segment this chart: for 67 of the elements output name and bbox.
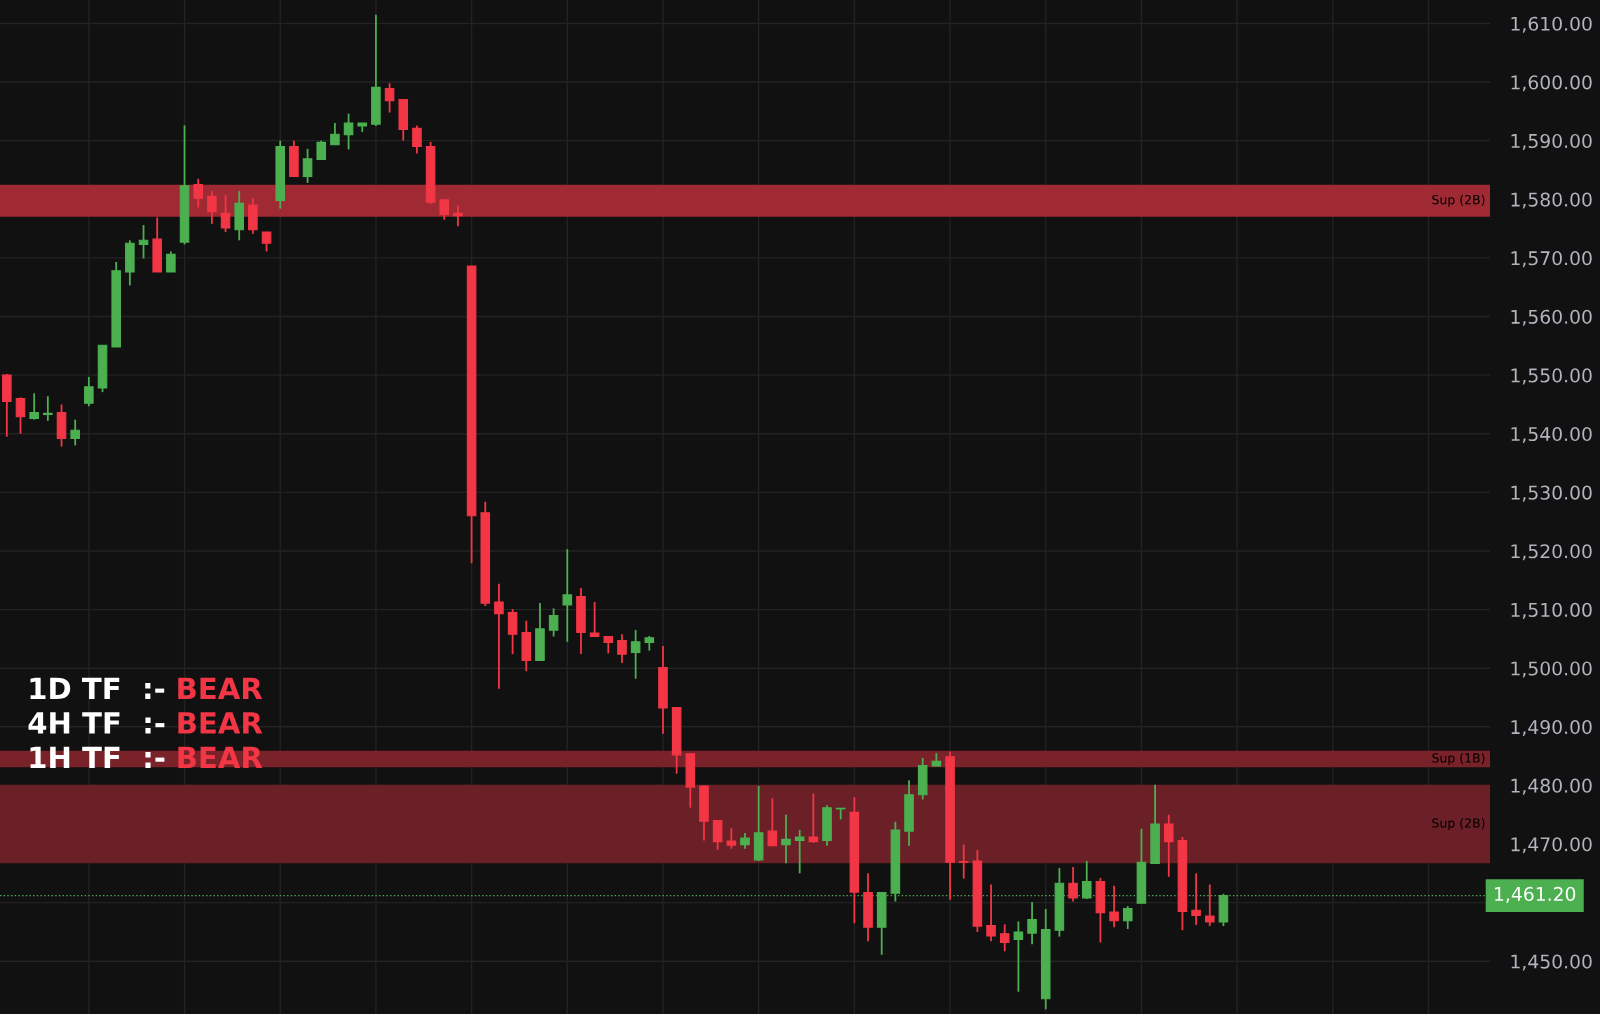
candlestick <box>986 883 996 943</box>
annotation: 1D TF :- BEAR <box>30 677 263 700</box>
candlestick <box>999 923 1010 953</box>
y-tick-label: 1,610.00 <box>1511 16 1592 33</box>
candlestick <box>507 608 518 656</box>
candlestick <box>193 177 204 209</box>
candlestick <box>835 807 846 821</box>
candlestick <box>794 829 805 875</box>
candlestick <box>384 82 395 114</box>
band-label: Sup (2B) <box>1432 818 1485 831</box>
candlestick <box>316 139 327 161</box>
y-tick-label: 1,590.00 <box>1511 133 1592 150</box>
candlestick <box>70 418 80 447</box>
candlestick <box>1109 884 1119 929</box>
candlestick <box>84 375 94 408</box>
candlestick <box>166 250 176 273</box>
candlestick <box>330 122 340 146</box>
candlestick <box>726 827 737 850</box>
band-label: Sup (1B) <box>1432 753 1485 766</box>
candlestick <box>302 147 313 184</box>
candlestick <box>1013 920 1024 993</box>
annotation: 4H TF :- BEAR <box>28 712 263 734</box>
y-tick-label: 1,520.00 <box>1511 544 1592 561</box>
y-tick-label: 1,450.00 <box>1511 954 1592 971</box>
y-tick-label: 1,530.00 <box>1511 485 1592 502</box>
candlestick <box>958 843 969 880</box>
candlestick <box>1027 901 1037 946</box>
candlestick <box>412 124 422 155</box>
candlestick <box>1204 883 1215 927</box>
candlestick <box>29 392 39 421</box>
candlestick <box>261 231 272 253</box>
y-tick-label: 1,470.00 <box>1511 837 1592 854</box>
candlestick <box>548 607 559 638</box>
candlestick <box>1122 905 1133 930</box>
candlestick <box>1191 872 1201 926</box>
candlestick <box>617 633 627 664</box>
y-tick-label: 1,490.00 <box>1511 720 1592 737</box>
candlestick <box>220 194 231 234</box>
candlestick <box>767 797 778 848</box>
candlestick <box>207 190 217 225</box>
candlestick <box>781 813 791 865</box>
candlestick <box>343 112 354 151</box>
candlestick <box>808 792 819 844</box>
y-tick-label: 1,600.00 <box>1511 75 1592 92</box>
ref-line-label: 1,461.20 <box>1495 886 1576 903</box>
y-tick-label: 1,500.00 <box>1511 661 1592 678</box>
candlestick <box>494 582 504 690</box>
candlestick <box>630 629 641 680</box>
candlestick <box>439 198 450 221</box>
candlestick <box>562 548 573 643</box>
candlestick <box>15 396 26 435</box>
y-tick-label: 1,480.00 <box>1511 778 1592 795</box>
band-label: Sup (2B) <box>1432 194 1485 207</box>
y-tick-label: 1,550.00 <box>1511 368 1592 385</box>
y-tick-label: 1,540.00 <box>1511 426 1592 444</box>
y-tick-label: 1,560.00 <box>1511 309 1592 326</box>
candlestick <box>43 395 53 422</box>
candlestick <box>589 601 600 638</box>
annotation: 1H TF :- BEAR <box>30 746 263 769</box>
candlestick <box>1163 813 1174 878</box>
y-tick-label: 1,580.00 <box>1511 192 1592 209</box>
candlestick <box>138 224 149 260</box>
candlestick <box>712 819 723 851</box>
y-tick-label: 1,570.00 <box>1511 251 1592 268</box>
y-tick-label: 1,510.00 <box>1511 602 1592 619</box>
candlestick <box>1068 865 1078 903</box>
candlestick <box>453 204 463 228</box>
